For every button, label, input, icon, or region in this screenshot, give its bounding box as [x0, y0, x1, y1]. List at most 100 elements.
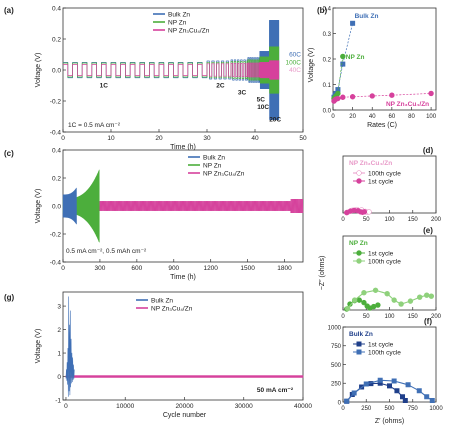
- note-a: 1C = 0.5 mA cm⁻²: [68, 122, 121, 129]
- legend-marker-f-0: [356, 341, 362, 347]
- marker-b-0-4: [340, 61, 346, 67]
- y-tick-label-f-4: 1000: [328, 325, 342, 331]
- legend-label-c-1: NP Zn: [203, 162, 222, 169]
- series-line-c-2: [62, 198, 304, 214]
- x-tick-label-b-4: 80: [408, 114, 415, 120]
- series-line-a-bulk: [63, 20, 280, 120]
- x-tick-label-e-1: 50: [363, 314, 370, 320]
- marker-b-2-5: [349, 94, 356, 100]
- marker-e-1-5: [391, 297, 397, 303]
- legend-label-d-0: 100th cycle: [368, 170, 401, 177]
- x-tick-label-g-2: 20000: [175, 403, 193, 410]
- x-tick-label-c-1: 300: [94, 265, 105, 272]
- marker-f-0-7: [400, 394, 406, 400]
- marker-e-1-7: [407, 298, 414, 304]
- y-tick-label-f-0: 0: [338, 400, 342, 406]
- y-axis-label-c: Voltage (V): [35, 189, 42, 224]
- rate-label-a-4: 10C: [257, 104, 269, 111]
- x-tick-label-a-4: 40: [251, 135, 259, 142]
- x-axis-label-c: Time (h): [170, 274, 196, 281]
- x-tick-label-c-2: 600: [131, 265, 142, 272]
- y-tick-label-g-0: -1: [55, 397, 61, 404]
- marker-f-1-6: [416, 388, 422, 394]
- marker-e-1-10: [428, 293, 435, 299]
- x-tick-label-d-4: 200: [431, 217, 442, 223]
- legend-label-d-1: 1st cycle: [368, 178, 394, 185]
- subplot-title-f: Bulk Zn: [349, 331, 373, 338]
- x-tick-label-a-1: 10: [107, 135, 115, 142]
- marker-e-1-9: [424, 292, 430, 298]
- legend-label-f-1: 100th cycle: [368, 349, 401, 356]
- legend-marker-d-0: [356, 170, 362, 176]
- y-tick-label-b-0: 0.0: [323, 108, 332, 114]
- y-tick-label-f-3: 750: [331, 344, 342, 350]
- marker-e-1-6: [398, 301, 404, 307]
- y-tick-label-g-1: 0: [57, 374, 61, 381]
- x-tick-label-c-3: 900: [168, 265, 179, 272]
- marker-f-1-7: [424, 394, 430, 400]
- y-tick-label-b-1: 0.1: [323, 83, 332, 89]
- x-tick-label-g-4: 40000: [294, 403, 312, 410]
- x-tick-label-e-0: 0: [341, 314, 345, 320]
- legend-label-g-1: NP Zn₃Cu₄/Zn: [151, 305, 193, 312]
- marker-e-0-3: [356, 297, 362, 303]
- marker-b-2-6: [369, 93, 375, 99]
- marker-f-0-5: [386, 383, 392, 389]
- legend-marker-e-1: [356, 258, 362, 264]
- x-axis-label-f: Z′ (ohms): [375, 418, 404, 425]
- panel-label-b: (b): [317, 6, 328, 15]
- marker-f-1-2: [363, 381, 369, 387]
- y-tick-label-a-4: 0.4: [52, 5, 61, 12]
- y-tick-label-a-1: -0.2: [50, 98, 62, 105]
- marker-f-1-4: [391, 378, 397, 384]
- marker-f-1-0: [344, 398, 350, 404]
- x-tick-label-d-1: 50: [363, 217, 370, 223]
- y-axis-label-a: Voltage (V): [35, 53, 42, 88]
- y-tick-label-a-0: -0.4: [50, 129, 62, 136]
- subplot-title-d: NP Zn₃Cu₄/Zn: [349, 160, 392, 167]
- y-tick-label-g-2: 1: [57, 350, 61, 357]
- marker-e-1-2: [361, 290, 367, 296]
- marker-e-1-4: [384, 291, 390, 297]
- right-label-a-0: 60C: [289, 52, 301, 59]
- y-tick-label-f-2: 500: [331, 363, 342, 369]
- x-tick-label-f-3: 750: [408, 406, 419, 412]
- x-tick-label-d-3: 150: [408, 217, 419, 223]
- y-tick-label-a-2: 0.0: [52, 67, 61, 74]
- y-tick-label-g-4: 3: [57, 303, 61, 310]
- legend-label-g-0: Bulk Zn: [151, 297, 173, 304]
- y-tick-label-c-0: -0.4: [50, 259, 62, 266]
- x-tick-label-a-5: 50: [299, 135, 307, 142]
- right-label-a-1: 100C: [285, 59, 301, 66]
- series-label-b-2: NP Zn₃Cu₄/Zn: [386, 101, 429, 108]
- x-tick-label-g-3: 30000: [235, 403, 253, 410]
- note-c: 0.5 mA cm⁻², 0.5 mAh cm⁻²: [66, 248, 147, 255]
- x-tick-label-c-6: 1800: [277, 265, 292, 272]
- y-tick-label-g-3: 2: [57, 327, 61, 334]
- x-tick-label-c-0: 0: [61, 265, 65, 272]
- subplot-title-e: NP Zn: [349, 240, 368, 247]
- x-tick-label-f-2: 500: [384, 406, 395, 412]
- marker-b-2-8: [428, 90, 434, 97]
- x-tick-label-d-2: 100: [384, 217, 395, 223]
- right-label-a-2: 40C: [289, 67, 301, 74]
- x-tick-label-a-3: 30: [203, 135, 211, 142]
- marker-e-0-4: [361, 299, 367, 306]
- x-tick-label-f-1: 250: [361, 406, 372, 412]
- y-tick-label-c-1: -0.2: [50, 231, 62, 238]
- x-tick-label-e-4: 200: [431, 314, 442, 320]
- x-axis-label-a: Time (h): [170, 144, 196, 151]
- x-tick-label-f-0: 0: [341, 406, 345, 412]
- y-tick-label-b-4: 0.4: [323, 6, 332, 12]
- x-tick-label-a-2: 20: [155, 135, 163, 142]
- marker-f-0-8: [402, 397, 408, 403]
- y-axis-label-e: −Z″ (ohms): [319, 256, 326, 291]
- marker-f-1-8: [429, 397, 435, 403]
- y-tick-label-c-4: 0.4: [52, 147, 61, 154]
- series-label-b-0: Bulk Zn: [355, 13, 379, 20]
- y-tick-label-c-3: 0.2: [52, 175, 61, 182]
- marker-e-0-8: [375, 302, 381, 308]
- x-tick-label-b-5: 100: [426, 114, 437, 120]
- x-tick-label-e-3: 150: [408, 314, 419, 320]
- y-axis-label-b: Voltage (V): [308, 48, 315, 83]
